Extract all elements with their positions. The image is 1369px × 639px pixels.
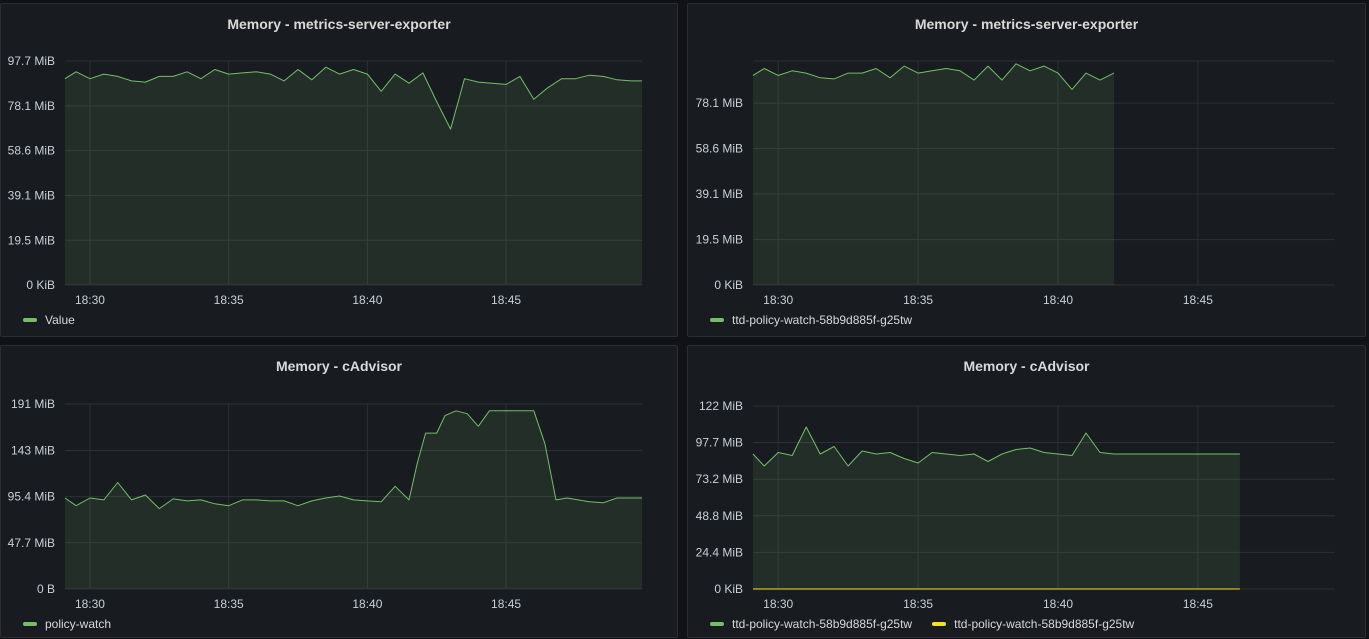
chart-panel-3: Memory - cAdvisor 0 B 47.7 MiB 95.4 MiB 143… <box>0 345 678 638</box>
y-tick-label: 0 B <box>37 582 55 596</box>
x-tick-label: 18:45 <box>1183 293 1213 307</box>
y-tick-label: 97.7 MiB <box>8 54 55 68</box>
y-tick-label: 122 MiB <box>699 399 743 413</box>
legend-swatch <box>23 318 37 322</box>
series-area-0 <box>753 63 1114 285</box>
series-line-0[interactable] <box>64 410 642 510</box>
y-tick-label: 0 KiB <box>714 582 743 596</box>
y-tick-label: 143 MiB <box>11 443 55 457</box>
legend-swatch <box>932 622 947 626</box>
y-tick-label: 78.1 MiB <box>8 99 55 113</box>
y-tick-label: 19.5 MiB <box>696 233 743 247</box>
y-tick-label: 191 MiB <box>11 397 55 411</box>
y-tick-label: 0 KiB <box>26 278 55 292</box>
chart-plot-2[interactable]: 0 KiB 19.5 MiB 39.1 MiB 58.6 MiB 78.1 MiB 18:… <box>688 4 1367 338</box>
legend-label: policy-watch <box>45 617 112 631</box>
legend-label: ttd-policy-watch-58b9d885f-g25tw <box>954 617 1135 631</box>
x-tick-label: 18:35 <box>903 293 933 307</box>
y-tick-label: 95.4 MiB <box>8 490 55 504</box>
series-area-0 <box>65 67 642 285</box>
x-tick-label: 18:30 <box>75 293 105 307</box>
x-tick-label: 18:40 <box>1043 293 1073 307</box>
legend-item[interactable]: ttd-policy-watch-58b9d885f-g25tw <box>932 617 1134 631</box>
chart-plot-1[interactable]: 0 KiB 19.5 MiB 39.1 MiB 58.6 MiB 78.1 MiB 97.… <box>1 4 679 338</box>
chart-legend: policy-watch <box>23 617 111 631</box>
legend-item[interactable]: Value <box>23 313 75 327</box>
y-tick-label: 73.2 MiB <box>696 472 743 486</box>
series-line-0[interactable] <box>752 426 1240 467</box>
chart-panel-2: Memory - metrics-server-exporter 0 KiB 19… <box>687 3 1366 337</box>
legend-item[interactable]: policy-watch <box>23 617 111 631</box>
x-tick-label: 18:35 <box>214 293 244 307</box>
panel-title: Memory - cAdvisor <box>275 358 403 374</box>
x-tick-label: 18:45 <box>1183 597 1213 611</box>
legend-label: ttd-policy-watch-58b9d885f-g25tw <box>732 617 913 631</box>
legend-label: ttd-policy-watch-58b9d885f-g25tw <box>732 313 913 327</box>
series-area-0 <box>753 427 1240 589</box>
x-tick-label: 18:35 <box>214 597 244 611</box>
chart-legend: ttd-policy-watch-58b9d885f-g25tw ttd-pol… <box>710 617 1134 631</box>
legend-item[interactable]: ttd-policy-watch-58b9d885f-g25tw <box>710 313 912 327</box>
x-tick-label: 18:35 <box>903 597 933 611</box>
y-tick-label: 19.5 MiB <box>8 233 55 247</box>
panel-title: Memory - metrics-server-exporter <box>914 16 1139 32</box>
chart-panel-1: Memory - metrics-server-exporter 0 KiB 19… <box>0 3 678 337</box>
x-tick-label: 18:30 <box>75 597 105 611</box>
panel-title: Memory - metrics-server-exporter <box>227 16 451 32</box>
x-tick-label: 18:40 <box>352 293 382 307</box>
series-line-0[interactable] <box>64 66 642 130</box>
x-tick-label: 18:45 <box>491 597 521 611</box>
x-tick-label: 18:40 <box>352 597 382 611</box>
legend-swatch <box>710 622 724 626</box>
y-tick-label: 47.7 MiB <box>8 536 55 550</box>
legend-swatch <box>710 318 724 322</box>
y-tick-label: 24.4 MiB <box>696 545 743 559</box>
x-tick-label: 18:30 <box>763 293 793 307</box>
legend-swatch <box>23 622 37 626</box>
y-tick-label: 39.1 MiB <box>696 187 743 201</box>
panel-title: Memory - cAdvisor <box>963 358 1090 374</box>
chart-plot-4[interactable]: 0 KiB 24.4 MiB 48.8 MiB 73.2 MiB 97.7 MiB 122… <box>688 346 1367 639</box>
series-line-0[interactable] <box>752 63 1115 90</box>
chart-panel-4: Memory - cAdvisor 0 KiB 24.4 MiB 48.8 MiB 7… <box>687 345 1366 638</box>
x-tick-label: 18:45 <box>491 293 521 307</box>
chart-legend: ttd-policy-watch-58b9d885f-g25tw <box>710 313 912 327</box>
y-tick-label: 78.1 MiB <box>696 96 743 110</box>
y-tick-label: 0 KiB <box>714 278 743 292</box>
y-tick-label: 97.7 MiB <box>696 435 743 449</box>
y-tick-label: 58.6 MiB <box>696 142 743 156</box>
legend-label: Value <box>45 313 75 327</box>
chart-legend: Value <box>23 313 75 327</box>
x-tick-label: 18:40 <box>1043 597 1073 611</box>
chart-plot-3[interactable]: 0 B 47.7 MiB 95.4 MiB 143 MiB 191 MiB 18:30 18… <box>1 346 679 639</box>
y-tick-label: 39.1 MiB <box>8 188 55 202</box>
legend-item[interactable]: ttd-policy-watch-58b9d885f-g25tw <box>710 617 912 631</box>
x-tick-label: 18:30 <box>763 597 793 611</box>
y-tick-label: 58.6 MiB <box>8 144 55 158</box>
y-tick-label: 48.8 MiB <box>696 509 743 523</box>
